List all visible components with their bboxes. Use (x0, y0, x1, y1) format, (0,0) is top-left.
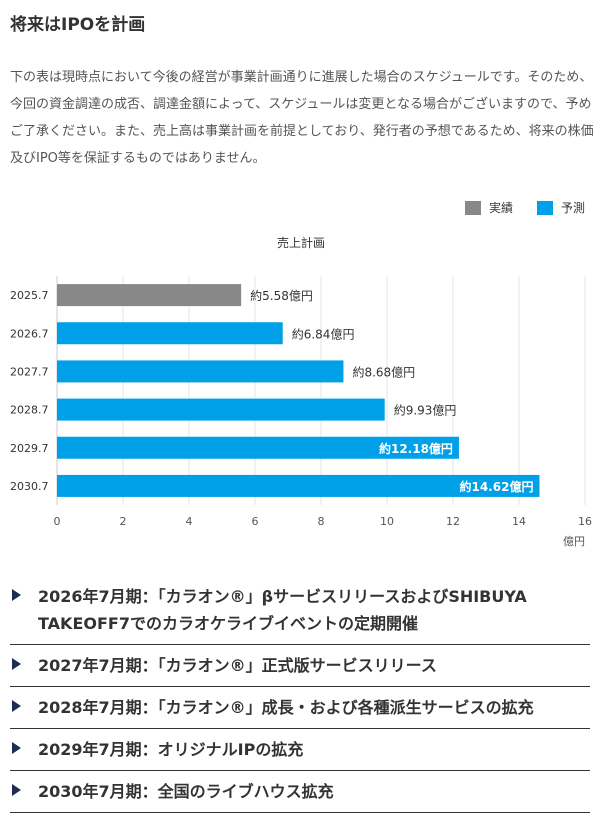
legend-label-forecast: 予測 (560, 201, 585, 215)
y-category-label: 2027.7 (10, 365, 49, 378)
y-category-label: 2028.7 (10, 404, 49, 417)
milestone-2027: 2027年7月期：「カラオン®」正式版サービスリリース (10, 645, 590, 687)
bar-data-label: 約5.58億円 (250, 288, 313, 303)
legend-swatch-actual (464, 200, 481, 215)
bar (57, 360, 344, 383)
legend-item-actual: 実績 (464, 199, 513, 216)
milestone-text: 2029年7月期：オリジナルIPの拡充 (38, 740, 304, 759)
chart-legend: 実績 予測 (441, 199, 585, 216)
x-tick-label: 0 (54, 515, 61, 528)
bar (57, 474, 540, 497)
bar-data-label: 約14.62億円 (459, 479, 533, 494)
x-tick-label: 6 (252, 515, 259, 528)
bar (57, 322, 283, 345)
bar (57, 284, 242, 307)
milestone-2029: 2029年7月期：オリジナルIPの拡充 (10, 729, 590, 771)
bar-data-label: 約9.93億円 (394, 403, 457, 418)
triangle-bullet-icon (12, 742, 21, 754)
milestone-text: 2026年7月期：「カラオン®」βサービスリリースおよびSHIBUYA TAKE… (38, 587, 527, 633)
bar (57, 436, 459, 459)
sales-plan-chart: 売上計画 0 2 4 6 8 10 12 14 16 億円 2025.7 約5.58億円 2026.7 約6… (10, 235, 592, 548)
y-category-label: 2029.7 (10, 442, 49, 455)
intro-text: 下の表は現時点において今後の経営が事業計画通りに進展した場合のスケジュールです。… (10, 70, 594, 166)
x-tick-label: 14 (512, 515, 526, 528)
triangle-bullet-icon (12, 589, 21, 601)
legend-item-forecast: 予測 (536, 199, 585, 216)
x-tick-label: 2 (120, 515, 127, 528)
bar-data-label: 約12.18億円 (379, 441, 453, 456)
page-title: 将来はIPOを計画 (10, 15, 146, 35)
milestone-text: 2030年7月期：全国のライブハウス拡充 (38, 782, 334, 801)
x-tick-label: 12 (446, 515, 460, 528)
y-category-label: 2026.7 (10, 327, 49, 340)
milestone-list: 2026年7月期：「カラオン®」βサービスリリースおよびSHIBUYA TAKE… (10, 576, 590, 813)
legend-swatch-forecast (536, 200, 553, 215)
x-tick-label: 10 (380, 515, 394, 528)
triangle-bullet-icon (12, 700, 21, 712)
legend-label-actual: 実績 (488, 201, 513, 215)
triangle-bullet-icon (12, 658, 21, 670)
x-tick-label: 16 (578, 515, 592, 528)
bar (57, 398, 385, 421)
y-category-label: 2030.7 (10, 480, 49, 493)
chart-title: 売上計画 (277, 235, 325, 250)
x-tick-label: 8 (318, 515, 325, 528)
x-tick-label: 4 (186, 515, 193, 528)
milestone-text: 2027年7月期：「カラオン®」正式版サービスリリース (38, 656, 437, 675)
triangle-bullet-icon (12, 784, 21, 796)
y-category-label: 2025.7 (10, 289, 49, 302)
bar-data-label: 約8.68億円 (352, 364, 415, 379)
x-axis-label: 億円 (563, 535, 585, 548)
milestone-2026: 2026年7月期：「カラオン®」βサービスリリースおよびSHIBUYA TAKE… (10, 576, 590, 645)
bar-data-label: 約6.84億円 (292, 326, 355, 341)
milestone-2030: 2030年7月期：全国のライブハウス拡充 (10, 771, 590, 813)
milestone-text: 2028年7月期：「カラオン®」成長・および各種派生サービスの拡充 (38, 698, 534, 717)
milestone-2028: 2028年7月期：「カラオン®」成長・および各種派生サービスの拡充 (10, 687, 590, 729)
